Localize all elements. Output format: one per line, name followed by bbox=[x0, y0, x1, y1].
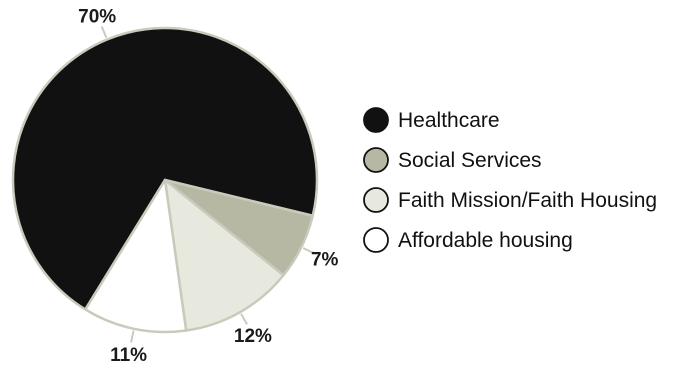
legend-marker-social-services bbox=[363, 147, 389, 173]
value-labels: 70% 7% 12% 11% bbox=[78, 6, 338, 366]
legend-label-healthcare: Healthcare bbox=[398, 109, 500, 132]
pie-slice-faith-mission-faith-housing bbox=[163, 178, 285, 332]
leader-line-social-services bbox=[302, 247, 315, 255]
legend-marker-healthcare bbox=[363, 107, 389, 133]
legend-marker-faith-mission-faith-housing bbox=[363, 187, 389, 213]
legend: Healthcare Social Services Faith Mission/F… bbox=[363, 107, 657, 253]
pie-slices bbox=[11, 26, 319, 334]
legend-label-faith-mission-faith-housing: Faith Mission/Faith Housing bbox=[398, 189, 657, 212]
legend-label-social-services: Social Services bbox=[398, 149, 542, 172]
value-label-healthcare: 70% bbox=[78, 6, 116, 27]
legend-marker-affordable-housing bbox=[363, 227, 389, 253]
pie-slice-healthcare bbox=[11, 26, 319, 311]
value-label-social-services: 7% bbox=[311, 250, 339, 271]
pie-slice-affordable-housing bbox=[84, 178, 188, 334]
legend-label-affordable-housing: Affordable housing bbox=[398, 229, 573, 252]
leader-lines bbox=[100, 26, 315, 343]
leader-line-healthcare bbox=[100, 26, 108, 39]
leader-line-faith-mission-faith-housing bbox=[240, 313, 248, 325]
value-label-faith-mission-faith-housing: 12% bbox=[234, 326, 272, 347]
value-label-affordable-housing: 11% bbox=[110, 345, 147, 366]
leader-line-affordable-housing bbox=[130, 330, 135, 343]
